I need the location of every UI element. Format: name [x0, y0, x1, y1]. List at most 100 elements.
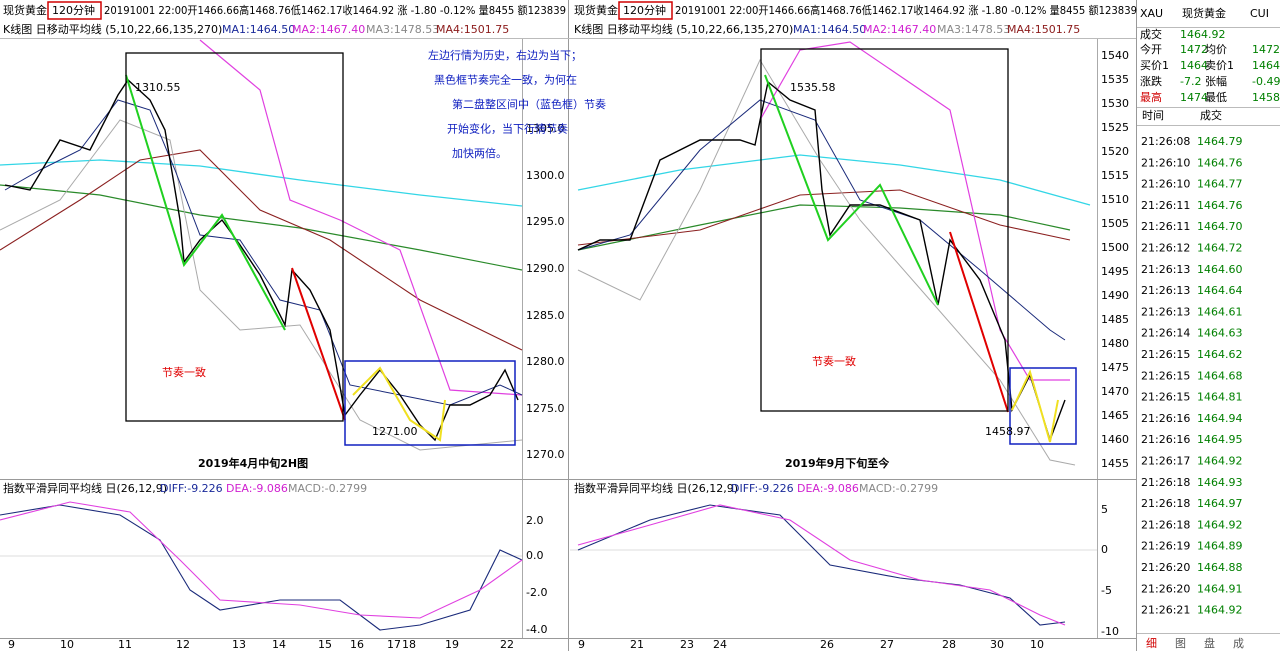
y-tick-label: 1520	[1101, 145, 1129, 158]
tick-price: 1464.92	[1197, 518, 1243, 531]
tick-time: 21:26:13	[1141, 305, 1190, 318]
tick-time: 21:26:18	[1141, 518, 1190, 531]
macd-diff: DIFF:-9.226	[160, 482, 223, 495]
field-label: 卖价1	[1205, 59, 1234, 72]
macd-value: MACD:-0.2799	[859, 482, 938, 495]
tick-time: 21:26:15	[1141, 348, 1190, 361]
tick-time: 21:26:15	[1141, 391, 1190, 404]
low-label: 1271.00	[372, 425, 418, 438]
macd-dea: DEA:-9.086	[226, 482, 288, 495]
field-value: 1464	[1252, 59, 1280, 72]
ma1: MA1:1464.50	[793, 23, 866, 36]
high-label: 1535.58	[790, 81, 836, 94]
macd-tick-label: -5	[1101, 584, 1112, 597]
y-tick-label: 1300.0	[526, 169, 565, 182]
y-tick-label: 1480	[1101, 337, 1129, 350]
annotation-line: 黑色框节奏完全一致，为何在	[434, 73, 577, 87]
ma-title: K线图 日移动平均线 (5,10,22,66,135,270)	[574, 22, 793, 36]
y-tick-label: 1455	[1101, 457, 1129, 470]
tick-price: 1464.92	[1197, 604, 1243, 617]
list-header: 成交	[1200, 108, 1222, 122]
field-label: 买价1	[1140, 59, 1169, 72]
tick-time: 21:26:18	[1141, 476, 1190, 489]
tick-price: 1464.91	[1197, 582, 1243, 595]
y-tick-label: 1460	[1101, 433, 1129, 446]
tick-time: 21:26:14	[1141, 327, 1190, 340]
x-tick-label: 30	[990, 638, 1004, 651]
ma4: MA4:1501.75	[436, 23, 509, 36]
x-tick-label: 14	[272, 638, 286, 651]
x-tick-label: 16	[350, 638, 364, 651]
tick-price: 1464.77	[1197, 178, 1243, 191]
chart-caption: 2019年4月中旬2H图	[198, 456, 308, 470]
tick-price: 1464.61	[1197, 305, 1243, 318]
macd-tick-label: -4.0	[526, 623, 547, 636]
tick-price: 1464.93	[1197, 476, 1243, 489]
y-tick-label: 1270.0	[526, 448, 565, 461]
macd-tick-label: -2.0	[526, 586, 547, 599]
quote-symbol: XAU	[1140, 7, 1163, 20]
x-tick-label: 12	[176, 638, 190, 651]
y-tick-label: 1510	[1101, 193, 1129, 206]
tick-time: 21:26:18	[1141, 497, 1190, 510]
tick-price: 1464.89	[1197, 540, 1243, 553]
y-tick-label: 1290.0	[526, 262, 565, 275]
x-tick-label: 9	[8, 638, 15, 651]
y-tick-label: 1485	[1101, 313, 1129, 326]
panel-tab[interactable]: 细	[1146, 637, 1157, 650]
tick-price: 1464.76	[1197, 199, 1243, 212]
x-tick-label: 26	[820, 638, 834, 651]
y-tick-label: 1465	[1101, 409, 1129, 422]
ma4: MA4:1501.75	[1007, 23, 1080, 36]
y-tick-label: 1525	[1101, 121, 1129, 134]
macd-dea: DEA:-9.086	[797, 482, 859, 495]
ma3: MA3:1478.53	[937, 23, 1010, 36]
ma2: MA2:1467.40	[292, 23, 365, 36]
box-label: 节奏一致	[812, 354, 856, 368]
period-tab: 120分钟	[623, 3, 666, 17]
x-tick-label: 10	[1030, 638, 1044, 651]
tick-price: 1464.92	[1197, 455, 1243, 468]
x-tick-label: 15	[318, 638, 332, 651]
y-tick-label: 1305.0	[526, 122, 565, 135]
macd-tick-label: 0	[1101, 543, 1108, 556]
annotation-line: 开始变化，当下行情节奏	[447, 122, 568, 136]
tick-time: 21:26:21	[1141, 604, 1190, 617]
tick-price: 1464.68	[1197, 369, 1243, 382]
last-value: 1464.92	[1180, 28, 1226, 41]
panel-tab[interactable]: 图	[1175, 637, 1186, 650]
last-label: 成交	[1140, 27, 1162, 41]
tick-time: 21:26:11	[1141, 220, 1190, 233]
tick-time: 21:26:19	[1141, 540, 1190, 553]
x-tick-label: 27	[880, 638, 894, 651]
tick-time: 21:26:11	[1141, 199, 1190, 212]
field-value: 1458	[1252, 91, 1280, 104]
y-tick-label: 1475	[1101, 361, 1129, 374]
tick-time: 21:26:15	[1141, 369, 1190, 382]
field-value: 1464	[1180, 59, 1208, 72]
macd-title: 指数平滑异同平均线 日(26,12,9)	[574, 481, 738, 495]
y-tick-label: 1495	[1101, 265, 1129, 278]
panel-tab[interactable]: 成	[1233, 637, 1244, 650]
tick-price: 1464.72	[1197, 242, 1243, 255]
period-tab: 120分钟	[52, 3, 95, 17]
annotation-line: 第二盘整区间中（蓝色框）节奏	[452, 97, 606, 111]
tick-price: 1464.97	[1197, 497, 1243, 510]
panel-tab[interactable]: 盘	[1204, 636, 1215, 650]
tick-time: 21:26:10	[1141, 156, 1190, 169]
field-value: 1474	[1180, 91, 1208, 104]
annotation-line: 左边行情为历史，右边为当下；	[428, 48, 582, 62]
y-tick-label: 1275.0	[526, 402, 565, 415]
symbol-name: 现货黄金	[574, 3, 618, 17]
x-tick-label: 9	[578, 638, 585, 651]
high-label: 1310.55	[135, 81, 181, 94]
x-tick-label: 18	[402, 638, 416, 651]
macd-value: MACD:-0.2799	[288, 482, 367, 495]
x-tick-label: 22	[500, 638, 514, 651]
tick-price: 1464.76	[1197, 156, 1243, 169]
tick-price: 1464.94	[1197, 412, 1243, 425]
y-tick-label: 1285.0	[526, 309, 565, 322]
x-tick-label: 11	[118, 638, 132, 651]
